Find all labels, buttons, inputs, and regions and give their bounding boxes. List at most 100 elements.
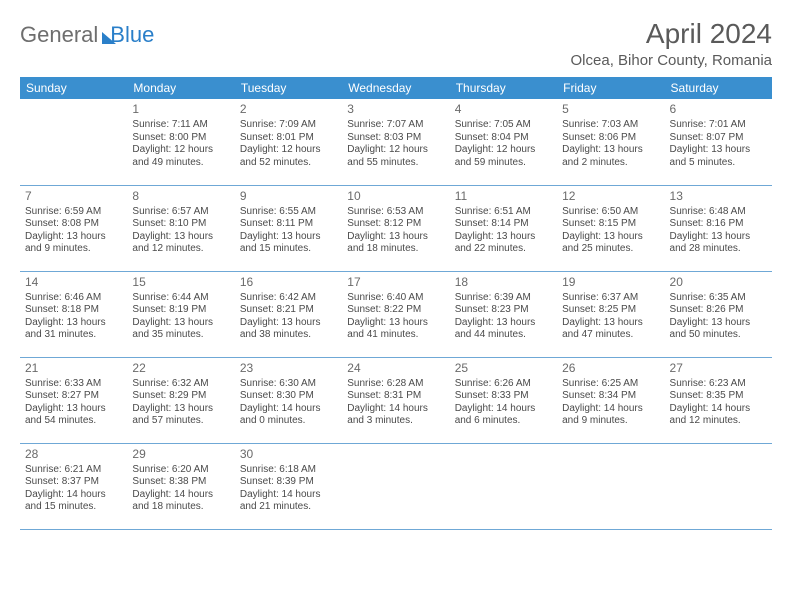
day-number: 14 [25, 275, 122, 290]
sunset-line: Sunset: 8:01 PM [240, 132, 337, 145]
day-number: 16 [240, 275, 337, 290]
calendar-day-cell: 13Sunrise: 6:48 AMSunset: 8:16 PMDayligh… [665, 185, 772, 271]
brand-logo: General Blue [20, 22, 154, 48]
sunset-line: Sunset: 8:35 PM [670, 390, 767, 403]
sunrise-line: Sunrise: 7:09 AM [240, 119, 337, 132]
daylight-line: Daylight: 12 hours and 49 minutes. [132, 144, 229, 169]
brand-text-2: Blue [110, 22, 154, 48]
calendar-empty-cell [557, 443, 664, 529]
day-number: 22 [132, 361, 229, 376]
daylight-line: Daylight: 13 hours and 12 minutes. [132, 231, 229, 256]
day-number: 6 [670, 102, 767, 117]
sunset-line: Sunset: 8:25 PM [562, 304, 659, 317]
day-number: 5 [562, 102, 659, 117]
calendar-day-cell: 11Sunrise: 6:51 AMSunset: 8:14 PMDayligh… [450, 185, 557, 271]
sunrise-line: Sunrise: 6:59 AM [25, 206, 122, 219]
sunrise-line: Sunrise: 6:18 AM [240, 464, 337, 477]
day-number: 9 [240, 189, 337, 204]
weekday-header: Thursday [450, 77, 557, 99]
calendar-day-cell: 8Sunrise: 6:57 AMSunset: 8:10 PMDaylight… [127, 185, 234, 271]
weekday-header: Friday [557, 77, 664, 99]
sunset-line: Sunset: 8:39 PM [240, 476, 337, 489]
calendar-empty-cell [20, 99, 127, 185]
calendar-day-cell: 2Sunrise: 7:09 AMSunset: 8:01 PMDaylight… [235, 99, 342, 185]
sunrise-line: Sunrise: 6:44 AM [132, 292, 229, 305]
day-number: 26 [562, 361, 659, 376]
daylight-line: Daylight: 14 hours and 3 minutes. [347, 403, 444, 428]
sunset-line: Sunset: 8:15 PM [562, 218, 659, 231]
daylight-line: Daylight: 13 hours and 25 minutes. [562, 231, 659, 256]
daylight-line: Daylight: 13 hours and 31 minutes. [25, 317, 122, 342]
calendar-week-row: 7Sunrise: 6:59 AMSunset: 8:08 PMDaylight… [20, 185, 772, 271]
sunrise-line: Sunrise: 6:51 AM [455, 206, 552, 219]
day-number: 18 [455, 275, 552, 290]
sunset-line: Sunset: 8:26 PM [670, 304, 767, 317]
page-header: General Blue April 2024 Olcea, Bihor Cou… [20, 18, 772, 69]
calendar-day-cell: 17Sunrise: 6:40 AMSunset: 8:22 PMDayligh… [342, 271, 449, 357]
daylight-line: Daylight: 12 hours and 55 minutes. [347, 144, 444, 169]
calendar-day-cell: 19Sunrise: 6:37 AMSunset: 8:25 PMDayligh… [557, 271, 664, 357]
daylight-line: Daylight: 14 hours and 18 minutes. [132, 489, 229, 514]
calendar-week-row: 14Sunrise: 6:46 AMSunset: 8:18 PMDayligh… [20, 271, 772, 357]
sunset-line: Sunset: 8:23 PM [455, 304, 552, 317]
daylight-line: Daylight: 13 hours and 54 minutes. [25, 403, 122, 428]
calendar-day-cell: 14Sunrise: 6:46 AMSunset: 8:18 PMDayligh… [20, 271, 127, 357]
sunrise-line: Sunrise: 6:35 AM [670, 292, 767, 305]
day-number: 24 [347, 361, 444, 376]
sunrise-line: Sunrise: 6:25 AM [562, 378, 659, 391]
sunset-line: Sunset: 8:21 PM [240, 304, 337, 317]
calendar-week-row: 21Sunrise: 6:33 AMSunset: 8:27 PMDayligh… [20, 357, 772, 443]
sunrise-line: Sunrise: 6:26 AM [455, 378, 552, 391]
weekday-header: Tuesday [235, 77, 342, 99]
calendar-day-cell: 29Sunrise: 6:20 AMSunset: 8:38 PMDayligh… [127, 443, 234, 529]
sunset-line: Sunset: 8:08 PM [25, 218, 122, 231]
calendar-day-cell: 16Sunrise: 6:42 AMSunset: 8:21 PMDayligh… [235, 271, 342, 357]
calendar-week-row: 28Sunrise: 6:21 AMSunset: 8:37 PMDayligh… [20, 443, 772, 529]
daylight-line: Daylight: 12 hours and 59 minutes. [455, 144, 552, 169]
daylight-line: Daylight: 12 hours and 52 minutes. [240, 144, 337, 169]
sunrise-line: Sunrise: 7:07 AM [347, 119, 444, 132]
brand-text-1: General [20, 22, 98, 48]
sunset-line: Sunset: 8:37 PM [25, 476, 122, 489]
sunrise-line: Sunrise: 6:32 AM [132, 378, 229, 391]
sunrise-line: Sunrise: 6:46 AM [25, 292, 122, 305]
calendar-header-row: SundayMondayTuesdayWednesdayThursdayFrid… [20, 77, 772, 99]
day-number: 27 [670, 361, 767, 376]
calendar-day-cell: 9Sunrise: 6:55 AMSunset: 8:11 PMDaylight… [235, 185, 342, 271]
sunrise-line: Sunrise: 6:39 AM [455, 292, 552, 305]
sunrise-line: Sunrise: 6:37 AM [562, 292, 659, 305]
calendar-day-cell: 5Sunrise: 7:03 AMSunset: 8:06 PMDaylight… [557, 99, 664, 185]
daylight-line: Daylight: 13 hours and 9 minutes. [25, 231, 122, 256]
day-number: 19 [562, 275, 659, 290]
weekday-header: Saturday [665, 77, 772, 99]
day-number: 8 [132, 189, 229, 204]
daylight-line: Daylight: 14 hours and 15 minutes. [25, 489, 122, 514]
day-number: 1 [132, 102, 229, 117]
sunset-line: Sunset: 8:27 PM [25, 390, 122, 403]
calendar-day-cell: 25Sunrise: 6:26 AMSunset: 8:33 PMDayligh… [450, 357, 557, 443]
day-number: 15 [132, 275, 229, 290]
daylight-line: Daylight: 14 hours and 21 minutes. [240, 489, 337, 514]
calendar-day-cell: 7Sunrise: 6:59 AMSunset: 8:08 PMDaylight… [20, 185, 127, 271]
sunrise-line: Sunrise: 6:28 AM [347, 378, 444, 391]
sunset-line: Sunset: 8:38 PM [132, 476, 229, 489]
daylight-line: Daylight: 13 hours and 35 minutes. [132, 317, 229, 342]
sunrise-line: Sunrise: 6:53 AM [347, 206, 444, 219]
day-number: 11 [455, 189, 552, 204]
calendar-day-cell: 27Sunrise: 6:23 AMSunset: 8:35 PMDayligh… [665, 357, 772, 443]
calendar-day-cell: 4Sunrise: 7:05 AMSunset: 8:04 PMDaylight… [450, 99, 557, 185]
sunrise-line: Sunrise: 6:21 AM [25, 464, 122, 477]
day-number: 23 [240, 361, 337, 376]
calendar-day-cell: 10Sunrise: 6:53 AMSunset: 8:12 PMDayligh… [342, 185, 449, 271]
day-number: 28 [25, 447, 122, 462]
daylight-line: Daylight: 14 hours and 0 minutes. [240, 403, 337, 428]
day-number: 13 [670, 189, 767, 204]
sunset-line: Sunset: 8:12 PM [347, 218, 444, 231]
sunrise-line: Sunrise: 7:01 AM [670, 119, 767, 132]
calendar-day-cell: 1Sunrise: 7:11 AMSunset: 8:00 PMDaylight… [127, 99, 234, 185]
sunrise-line: Sunrise: 6:42 AM [240, 292, 337, 305]
weekday-header: Sunday [20, 77, 127, 99]
calendar-body: 1Sunrise: 7:11 AMSunset: 8:00 PMDaylight… [20, 99, 772, 529]
day-number: 10 [347, 189, 444, 204]
sunrise-line: Sunrise: 6:40 AM [347, 292, 444, 305]
